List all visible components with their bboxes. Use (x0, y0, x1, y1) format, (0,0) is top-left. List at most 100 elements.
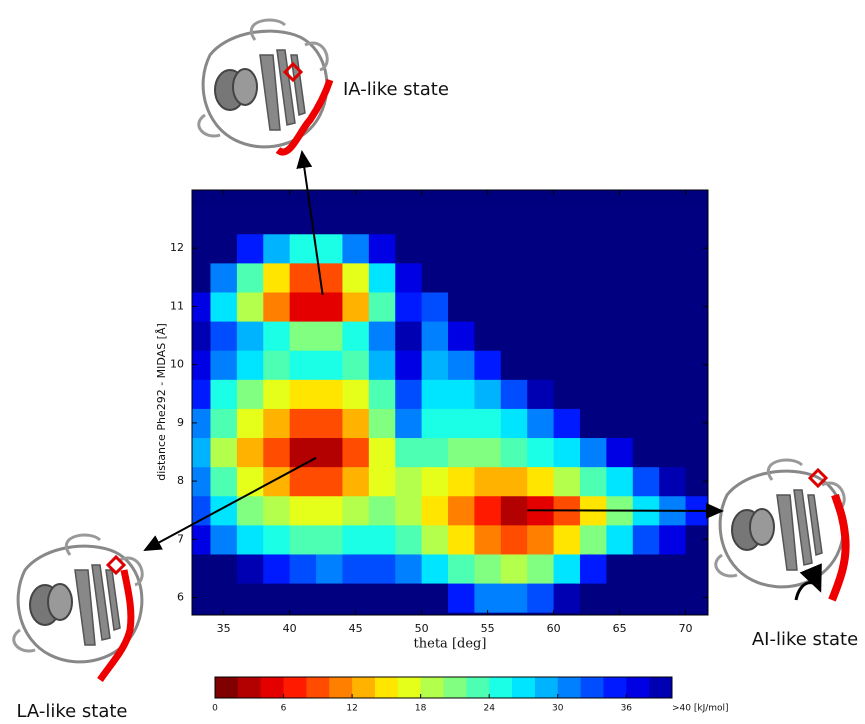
heat-cell (342, 582, 370, 613)
heat-cell (685, 350, 708, 380)
heat-cell (192, 291, 212, 322)
heat-cell (448, 320, 476, 351)
colorbar-swatch (534, 677, 559, 698)
heat-cell (236, 350, 264, 380)
heat-cell (342, 262, 370, 293)
heat-cell (448, 204, 476, 235)
heat-cell (236, 466, 264, 497)
heat-cell (500, 204, 528, 235)
heat-cell (659, 466, 687, 497)
annotation-arrow (527, 502, 724, 519)
heat-cell (474, 350, 502, 380)
heat-cell (289, 524, 317, 555)
heat-cell (579, 524, 607, 555)
heat-cell (685, 466, 708, 497)
heat-cell (474, 524, 502, 555)
heat-cell (632, 262, 660, 293)
colorbar-swatch (283, 677, 307, 698)
heat-cell (210, 233, 238, 264)
heat-cell (553, 408, 581, 439)
heat-cell (659, 204, 687, 235)
heat-cell (210, 408, 238, 439)
heat-cell (474, 437, 502, 468)
heat-cell (685, 437, 708, 468)
heat-cell (553, 204, 581, 235)
heat-cell (553, 262, 581, 293)
heat-cell (448, 553, 476, 584)
heat-cell (606, 262, 634, 293)
colorbar-tick-label: 12 (346, 704, 357, 714)
y-tick-label: 12 (170, 241, 184, 254)
annotation-label: LA-like state (16, 701, 127, 722)
heat-cell (606, 233, 634, 264)
heat-cell (606, 524, 634, 555)
heat-cell (659, 437, 687, 468)
heat-cell (579, 262, 607, 293)
heat-cell (685, 291, 708, 322)
heat-cell (685, 524, 708, 555)
heat-cell (659, 582, 687, 613)
heat-cell (236, 408, 264, 439)
heat-cell (289, 233, 317, 264)
heat-cell (210, 350, 238, 380)
heat-cell (421, 408, 449, 439)
heat-cell (210, 204, 238, 235)
heat-cell (316, 466, 344, 497)
heat-cell (395, 233, 423, 264)
colorbar-swatch (649, 677, 673, 698)
heat-cell (659, 524, 687, 555)
x-tick-label: 65 (613, 622, 627, 635)
heat-cell (632, 582, 660, 613)
heat-cell (500, 466, 528, 497)
heat-cell (632, 379, 660, 409)
heat-cell (210, 291, 238, 322)
heat-cell (342, 233, 370, 264)
colorbar-swatch (352, 677, 376, 698)
y-tick-label: 10 (170, 358, 184, 371)
heat-cell (579, 350, 607, 380)
heat-cell (579, 320, 607, 351)
heat-cell (236, 204, 264, 235)
heat-cell (395, 204, 423, 235)
protein-ia (197, 18, 334, 156)
heat-cell (342, 437, 370, 468)
heat-cell (289, 582, 317, 613)
heat-cell (316, 291, 344, 322)
heat-cell (368, 291, 396, 322)
heat-cell (316, 437, 344, 468)
heat-cell (500, 408, 528, 439)
heat-cell (500, 495, 528, 526)
heat-cell (579, 204, 607, 235)
heat-cell (606, 379, 634, 409)
heat-cell (289, 553, 317, 584)
heat-cell (263, 437, 291, 468)
heat-cell (263, 291, 291, 322)
x-tick-label: 70 (679, 622, 693, 635)
heat-cell (685, 379, 708, 409)
heat-cell (342, 291, 370, 322)
heat-cell (474, 408, 502, 439)
heat-cell (500, 379, 528, 409)
heat-cell (395, 262, 423, 293)
y-tick-label: 9 (177, 416, 184, 429)
heat-cell (685, 320, 708, 351)
heat-cell (316, 553, 344, 584)
heat-cell (527, 350, 555, 380)
heat-cell (316, 524, 344, 555)
heat-cell (210, 379, 238, 409)
heat-cell (474, 320, 502, 351)
heat-cell (395, 553, 423, 584)
colorbar-swatch (557, 677, 582, 698)
heat-cell (448, 233, 476, 264)
heat-cell (210, 262, 238, 293)
heat-cell (606, 204, 634, 235)
heat-cell (263, 350, 291, 380)
heat-cell (632, 524, 660, 555)
heat-cell (527, 379, 555, 409)
heat-cell (606, 291, 634, 322)
heat-cell (263, 582, 291, 613)
colorbar-tick-label: 24 (483, 704, 495, 714)
heat-cell (474, 466, 502, 497)
colorbar-tick-label: >40 [kJ/mol] (672, 704, 729, 714)
